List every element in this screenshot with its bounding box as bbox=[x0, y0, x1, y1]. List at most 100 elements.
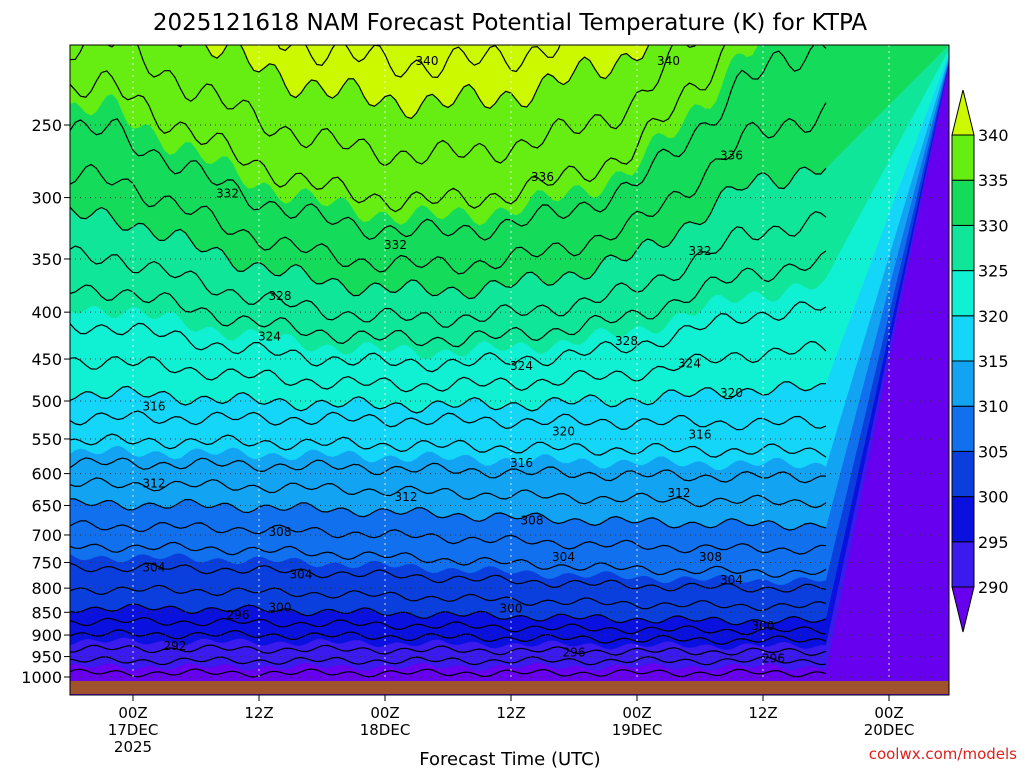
x-tick-label: 00Z bbox=[118, 704, 147, 722]
x-tick-label: 19DEC bbox=[612, 721, 663, 739]
contour-296 bbox=[70, 629, 827, 645]
contour-label-328: 328 bbox=[269, 289, 292, 303]
plot-area bbox=[70, 45, 949, 695]
contour-label-300: 300 bbox=[269, 601, 292, 615]
colorbar-label: 325 bbox=[978, 262, 1009, 281]
contour-label-296: 296 bbox=[227, 608, 250, 622]
contour-label-312: 312 bbox=[143, 476, 166, 490]
contour-label-336: 336 bbox=[720, 149, 743, 163]
contour-322 bbox=[70, 340, 827, 393]
contour-label-332: 332 bbox=[384, 238, 407, 252]
contour-312 bbox=[70, 477, 827, 509]
y-tick-label: 500 bbox=[31, 392, 62, 411]
contour-label-324: 324 bbox=[510, 359, 533, 373]
colorbar-arrow-high bbox=[951, 89, 975, 136]
contour-label-304: 304 bbox=[720, 573, 743, 587]
x-tick-label: 12Z bbox=[748, 704, 777, 722]
x-tick-label: 12Z bbox=[496, 704, 525, 722]
chart-title: 2025121618 NAM Forecast Potential Temper… bbox=[153, 10, 867, 36]
contour-336 bbox=[70, 45, 726, 213]
colorbar-swatch bbox=[951, 270, 975, 317]
x-axis-label: Forecast Time (UTC) bbox=[419, 749, 600, 768]
colorbar-label: 290 bbox=[978, 578, 1009, 597]
watermark: coolwx.com/models bbox=[869, 745, 1017, 763]
contour-label-312: 312 bbox=[668, 486, 691, 500]
contour-label-300: 300 bbox=[500, 602, 523, 616]
contour-292 bbox=[70, 655, 827, 666]
contour-318 bbox=[70, 410, 827, 431]
contour-308 bbox=[70, 520, 827, 555]
y-tick-label: 400 bbox=[31, 303, 62, 322]
contour-304 bbox=[70, 562, 827, 593]
y-tick-label: 700 bbox=[31, 526, 62, 545]
contour-294 bbox=[70, 644, 827, 657]
contour-label-308: 308 bbox=[269, 525, 292, 539]
contour-label-300: 300 bbox=[752, 619, 775, 633]
contour-label-296: 296 bbox=[563, 645, 586, 659]
colorbar-label: 320 bbox=[978, 307, 1009, 326]
colorbar-swatch bbox=[951, 134, 975, 181]
ground-strip bbox=[70, 681, 949, 694]
temperature-bands bbox=[70, 45, 949, 695]
contour-label-304: 304 bbox=[552, 550, 575, 564]
y-axis: 250 300 350 400 450 500 550 600 650 700 750 800 850 9… bbox=[21, 116, 70, 687]
time-gridlines bbox=[132, 45, 890, 681]
contour-334 bbox=[70, 45, 827, 241]
contour-332 bbox=[70, 102, 827, 275]
colorbar-label: 330 bbox=[978, 216, 1009, 235]
contour-label-320: 320 bbox=[552, 425, 575, 439]
contour-label-336: 336 bbox=[531, 170, 554, 184]
contour-340 bbox=[176, 45, 650, 120]
contour-320 bbox=[70, 381, 826, 414]
contour-label-340: 340 bbox=[657, 54, 680, 68]
colorbar-label: 340 bbox=[978, 126, 1009, 145]
colorbar-swatch bbox=[951, 450, 975, 498]
contour-310 bbox=[70, 498, 827, 531]
contour-314 bbox=[70, 457, 827, 484]
y-tick-label: 600 bbox=[31, 465, 62, 484]
contour-label-316: 316 bbox=[143, 400, 166, 414]
contour-label-332: 332 bbox=[689, 244, 712, 258]
contour-label-316: 316 bbox=[689, 428, 712, 442]
colorbar-arrow-low bbox=[951, 586, 975, 633]
colorbar-swatch bbox=[951, 496, 975, 543]
x-tick-label: 17DEC bbox=[108, 721, 159, 739]
contour-label-324: 324 bbox=[258, 329, 281, 343]
contour-328 bbox=[70, 211, 827, 328]
x-tick-label: 18DEC bbox=[360, 721, 411, 739]
contour-label-312: 312 bbox=[395, 490, 418, 504]
contour-label-332: 332 bbox=[216, 187, 239, 201]
contour-label-320: 320 bbox=[720, 386, 743, 400]
contour-label-308: 308 bbox=[521, 513, 544, 527]
y-tick-label: 750 bbox=[31, 553, 62, 572]
contour-label-324: 324 bbox=[678, 356, 701, 370]
y-tick-label: 350 bbox=[31, 250, 62, 269]
contour-302 bbox=[70, 584, 827, 612]
y-tick-label: 800 bbox=[31, 579, 62, 598]
colorbar-swatch bbox=[951, 541, 975, 588]
colorbar-label: 300 bbox=[978, 488, 1009, 507]
y-tick-label: 950 bbox=[31, 648, 62, 667]
y-tick-label: 900 bbox=[31, 626, 62, 645]
colorbar: 290 295 300 305 310 315 320 325 330 335 340 bbox=[951, 89, 1009, 633]
contour-306 bbox=[70, 541, 827, 578]
contour-labels: 340 340 336 336 332 332 332 328 328 324 324 324 320 3… bbox=[143, 54, 785, 665]
contour-300 bbox=[70, 603, 827, 626]
colorbar-swatch bbox=[951, 360, 975, 407]
x-tick-label: 00Z bbox=[370, 704, 399, 722]
x-tick-label: 00Z bbox=[874, 704, 903, 722]
y-tick-label: 550 bbox=[31, 430, 62, 449]
x-tick-label: 20DEC bbox=[864, 721, 915, 739]
contour-label-340: 340 bbox=[416, 54, 439, 68]
contour-290 bbox=[70, 668, 827, 678]
contour-label-308: 308 bbox=[699, 550, 722, 564]
contour-lines bbox=[70, 45, 827, 678]
y-tick-label: 450 bbox=[31, 350, 62, 369]
x-tick-label: 2025 bbox=[114, 738, 152, 756]
colorbar-swatch bbox=[951, 224, 975, 272]
colorbar-swatch bbox=[951, 179, 975, 226]
contour-label-304: 304 bbox=[143, 561, 166, 575]
y-tick-label: 850 bbox=[31, 603, 62, 622]
